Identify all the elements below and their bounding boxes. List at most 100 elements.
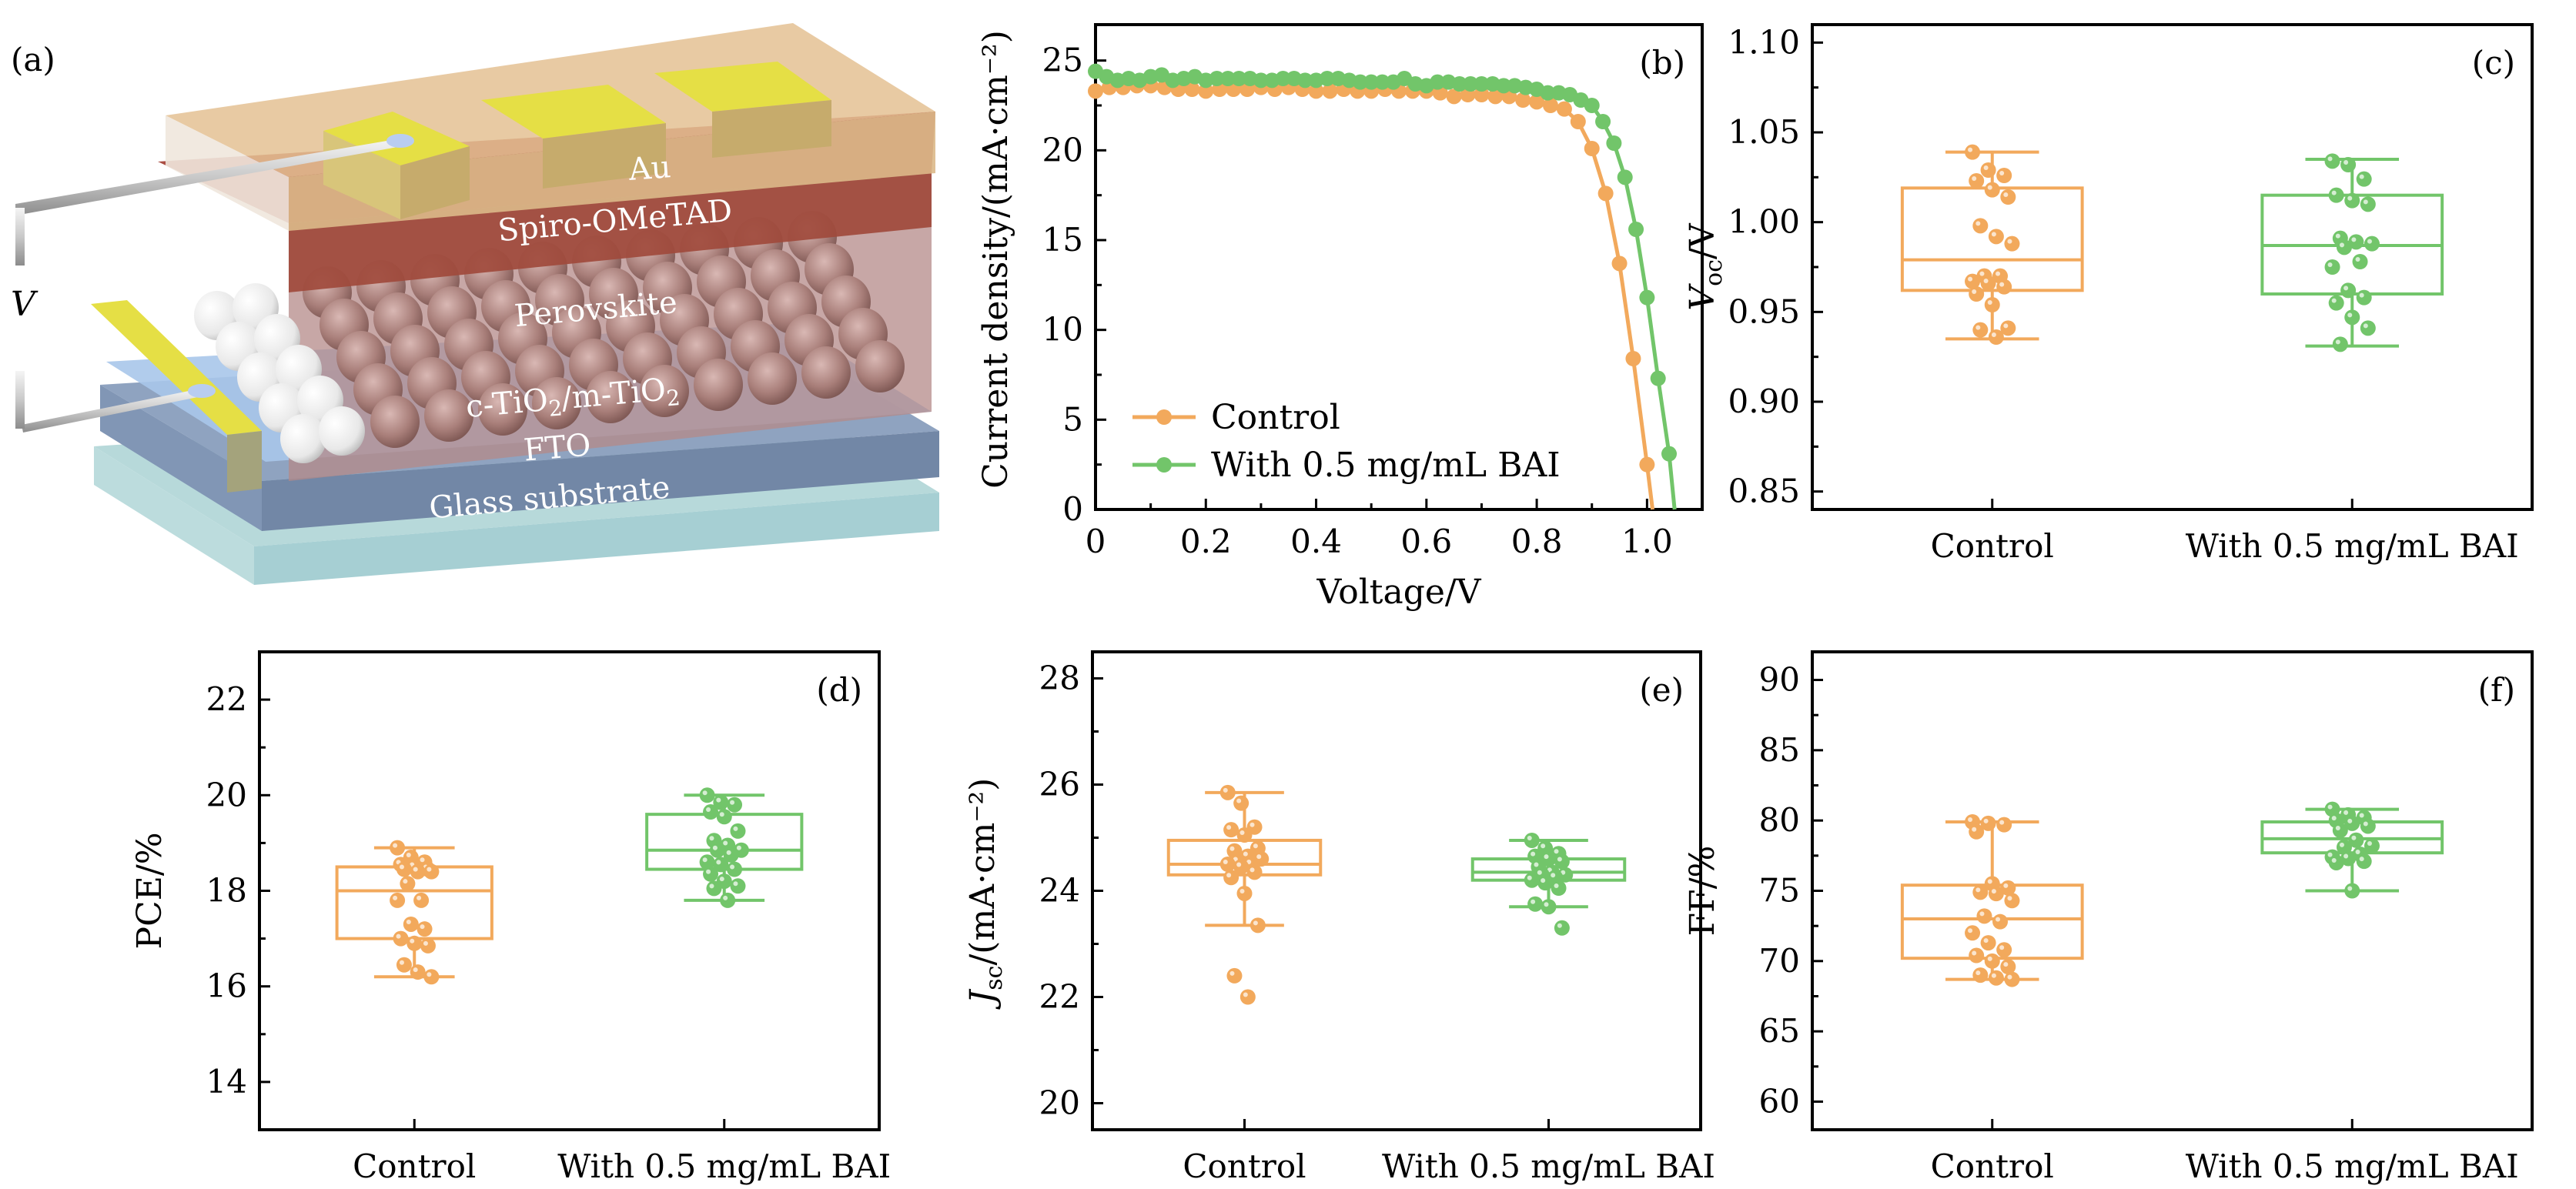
box-control <box>1900 814 2084 987</box>
data-point-highlight <box>1256 854 1262 860</box>
data-point-highlight <box>1983 818 1989 823</box>
data-point <box>1972 218 1989 234</box>
data-point <box>1219 857 1236 872</box>
legend-marker <box>1156 457 1172 473</box>
data-point-highlight <box>1975 970 1981 976</box>
y-tick-label: 14 <box>206 1063 247 1100</box>
data-point <box>2328 854 2344 870</box>
titania-grain <box>280 414 326 463</box>
data-point-highlight <box>2359 813 2364 818</box>
data-point <box>1363 74 1380 90</box>
data-point <box>1540 85 1556 101</box>
data-point <box>1451 76 1467 92</box>
data-point <box>1976 908 1992 924</box>
data-point <box>1239 989 1256 1005</box>
data-point <box>1996 817 2012 833</box>
data-point-highlight <box>2335 233 2340 239</box>
y-axis-title: Current density/(mA·cm⁻²) <box>976 30 1015 489</box>
data-point-highlight <box>2343 810 2349 815</box>
data-point <box>410 863 426 880</box>
data-point-highlight <box>2335 825 2340 830</box>
data-point <box>1374 74 1390 90</box>
data-point <box>1487 89 1504 105</box>
data-point-highlight <box>1243 992 1248 997</box>
data-point <box>1661 446 1678 462</box>
data-point <box>1597 185 1614 202</box>
data-point <box>1554 920 1570 936</box>
data-point <box>2336 239 2352 256</box>
data-point <box>1219 71 1236 86</box>
data-point-highlight <box>2359 292 2364 298</box>
data-point <box>1972 322 1989 338</box>
data-point-highlight <box>730 864 735 870</box>
data-point-highlight <box>1987 300 1992 305</box>
data-point-highlight <box>2003 192 2009 197</box>
data-point-highlight <box>2363 199 2368 205</box>
perovskite-grain <box>586 371 635 423</box>
data-point-highlight <box>1236 798 1242 803</box>
x-axis-title: Voltage/V <box>1316 573 1481 612</box>
y-tick-label: 22 <box>1039 978 1080 1016</box>
y-tick-label: 65 <box>1759 1012 1800 1050</box>
data-point <box>727 861 743 877</box>
box-bai <box>1470 832 1627 936</box>
data-point-highlight <box>1541 843 1546 849</box>
data-point-highlight <box>1250 822 1255 827</box>
data-point-highlight <box>1537 870 1542 875</box>
data-point <box>1543 98 1558 113</box>
data-point <box>423 863 440 880</box>
data-point <box>1556 101 1572 117</box>
box-bai <box>2260 801 2444 899</box>
data-point-highlight <box>1250 867 1255 873</box>
y-tick-label: 85 <box>1759 731 1800 769</box>
data-point-highlight <box>2339 242 2344 248</box>
legend: Control With 0.5 mg/mL BAI <box>1132 398 1561 485</box>
data-point <box>730 878 746 894</box>
data-point <box>709 842 725 858</box>
data-point-highlight <box>1239 888 1245 893</box>
y-tick-label: 0.85 <box>1728 473 1800 510</box>
data-point <box>1595 114 1611 129</box>
y-tick-label: 16 <box>206 967 247 1005</box>
data-point <box>699 787 715 803</box>
data-point-highlight <box>410 938 415 944</box>
data-point <box>410 964 426 980</box>
chart-panel-b: 0 5 10 15 20 25 0 0.2 0.4 0.6 0.8 1.0 Voltage/V Curre… <box>976 23 1704 612</box>
data-point-highlight <box>1534 862 1539 867</box>
category-label: Control <box>1931 527 2054 565</box>
data-point <box>1184 82 1200 97</box>
data-point <box>1226 967 1243 984</box>
perovskite-grain <box>801 346 851 399</box>
data-point <box>1223 870 1239 886</box>
data-point-highlight <box>406 853 411 858</box>
data-point <box>2344 309 2360 326</box>
y-tick-label: 20 <box>1042 131 1083 169</box>
data-point <box>1650 370 1666 386</box>
data-point-highlight <box>1554 883 1559 889</box>
data-point-highlight <box>1226 825 1232 830</box>
data-point <box>1308 83 1324 99</box>
data-point <box>1606 135 1622 151</box>
data-point <box>716 809 732 825</box>
data-point <box>1275 71 1291 86</box>
data-point-highlight <box>1531 851 1536 857</box>
data-point-highlight <box>2351 237 2357 242</box>
data-point-highlight <box>2007 974 2012 980</box>
data-point <box>2364 235 2380 252</box>
legend-label: Control <box>1211 398 1340 437</box>
data-point <box>2356 171 2372 187</box>
data-point <box>1430 74 1446 90</box>
data-point-highlight <box>1996 917 2001 922</box>
data-point <box>2344 883 2360 899</box>
data-point-highlight <box>730 800 735 805</box>
x-tick-label: 0.6 <box>1400 523 1452 560</box>
category-label: Control <box>353 1147 476 1185</box>
data-point <box>1980 162 1996 178</box>
data-point-highlight <box>1991 889 1996 894</box>
data-point-highlight <box>2327 156 2333 162</box>
data-point-highlight <box>1527 835 1532 840</box>
data-point-highlight <box>1972 827 1977 832</box>
data-point <box>1992 913 2009 930</box>
data-point <box>1253 72 1269 89</box>
